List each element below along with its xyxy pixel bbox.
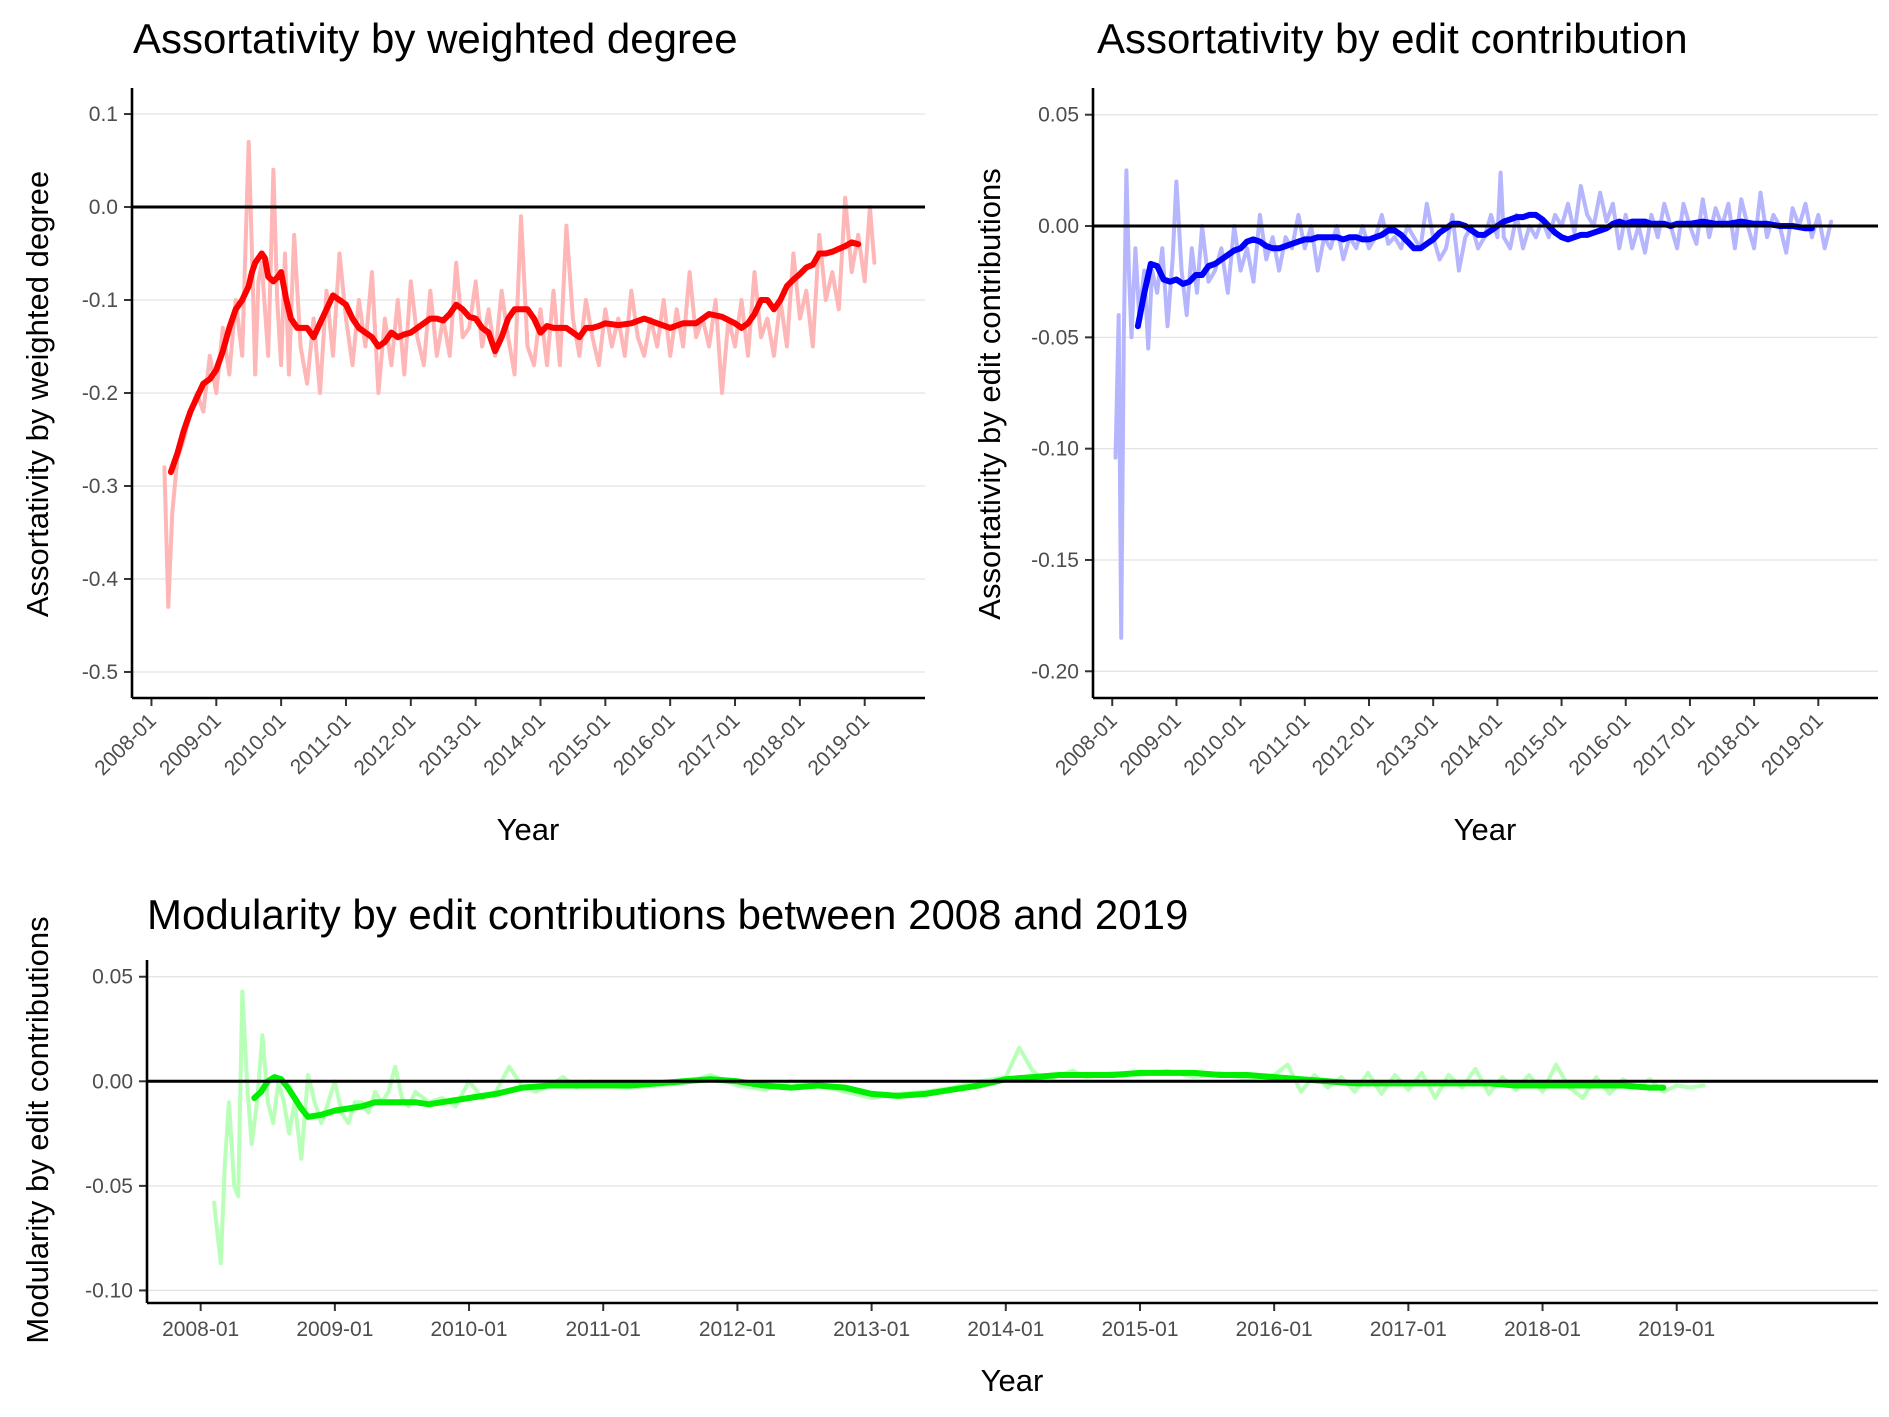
x-tick-label: 2008-01 (1051, 709, 1122, 780)
x-tick-label: 2018-01 (1504, 1318, 1581, 1341)
y-tick-label: -0.20 (1031, 660, 1079, 683)
y-axis-title: Assortativity by weighted degree (20, 171, 55, 617)
x-tick-label: 2015-01 (1101, 1318, 1178, 1341)
y-tick-label: -0.05 (1031, 326, 1079, 349)
smoothed-series-line (251, 1069, 1667, 1120)
x-tick-label: 2014-01 (967, 1318, 1044, 1341)
x-tick-label: 2017-01 (1629, 709, 1700, 780)
x-tick-label: 2013-01 (414, 709, 485, 780)
x-tick-label: 2019-01 (803, 709, 874, 780)
y-tick-label: 0.00 (1038, 215, 1079, 238)
axes: 0.05 0.00 -0.05 -0.10 -0.15 -0.20 2008-012009-… (1031, 88, 1878, 780)
x-axis-title: Year (1454, 812, 1517, 847)
x-tick-label: 2012-01 (350, 709, 421, 780)
x-tick-label: 2016-01 (1236, 1318, 1313, 1341)
raw-series-layer (162, 139, 877, 609)
y-tick-label: -0.1 (82, 289, 118, 312)
y-tick-label: -0.10 (1031, 438, 1079, 461)
y-tick-label: -0.15 (1031, 549, 1079, 572)
x-tick-label: 2016-01 (609, 709, 680, 780)
raw-series-layer (1113, 168, 1834, 640)
x-tick-label: 2009-01 (296, 1318, 373, 1341)
x-tick-label: 2011-01 (1245, 709, 1315, 779)
x-tick-label: 2018-01 (1693, 709, 1764, 780)
y-tick-label: -0.05 (85, 1175, 133, 1198)
y-tick-label: -0.5 (82, 661, 118, 684)
x-tick-label: 2015-01 (544, 709, 615, 780)
smoothed-series-line (167, 239, 862, 475)
x-tick-label: 2018-01 (739, 709, 810, 780)
smoothed-series-layer (251, 1069, 1667, 1120)
raw-series-line (162, 139, 877, 609)
x-tick-label: 2011-01 (286, 709, 356, 779)
x-axis-title: Year (497, 812, 560, 847)
y-tick-label: 0.05 (92, 966, 133, 989)
axes: 0.1 0.0 -0.1 -0.2 -0.3 -0.4 -0.5 2008-012009-01… (82, 88, 925, 780)
chart-title: Modularity by edit contributions between… (147, 891, 1188, 938)
panel-assortativity-edit-contribution: Assortativity by edit contribution 0.050… (972, 15, 1878, 847)
raw-series-layer (212, 989, 1706, 1266)
x-tick-label: 2009-01 (155, 709, 226, 780)
raw-series-line (1113, 168, 1834, 640)
panel-modularity-edit-contributions: Modularity by edit contributions between… (20, 891, 1878, 1398)
x-tick-label: 2013-01 (833, 1318, 910, 1341)
panel-assortativity-weighted-degree: Assortativity by weighted degree 0.1 0.0 -… (20, 15, 925, 847)
gridlines (1093, 114, 1878, 672)
raw-series-line (212, 989, 1706, 1266)
gridlines (147, 976, 1878, 1292)
x-tick-label: 2014-01 (1436, 709, 1507, 780)
x-tick-label: 2017-01 (1370, 1318, 1447, 1341)
x-tick-label: 2011-01 (565, 1318, 641, 1341)
x-tick-label: 2015-01 (1500, 709, 1571, 780)
x-tick-label: 2014-01 (479, 709, 550, 780)
x-tick-label: 2019-01 (1757, 709, 1828, 780)
y-tick-label: 0.05 (1038, 104, 1079, 127)
x-tick-label: 2009-01 (1115, 709, 1186, 780)
y-tick-label: 0.0 (89, 196, 118, 219)
y-axis-title: Assortativity by edit contributions (972, 168, 1007, 619)
smoothed-series-line (1134, 211, 1815, 330)
x-tick-label: 2013-01 (1372, 709, 1443, 780)
x-axis-title: Year (981, 1363, 1044, 1398)
y-tick-label: 0.1 (89, 103, 118, 126)
chart-title: Assortativity by edit contribution (1097, 15, 1688, 62)
x-tick-label: 2016-01 (1565, 709, 1636, 780)
x-tick-label: 2010-01 (1179, 709, 1250, 780)
x-tick-label: 2010-01 (220, 709, 291, 780)
smoothed-series-layer (1134, 211, 1815, 330)
x-tick-label: 2012-01 (1308, 709, 1379, 780)
y-tick-label: -0.4 (82, 568, 119, 591)
y-tick-label: -0.3 (82, 475, 118, 498)
y-axis-title: Modularity by edit contributions (20, 916, 55, 1343)
x-tick-label: 2017-01 (674, 709, 745, 780)
axes: 0.05 0.00 -0.05 -0.10 2008-01 2009-01 2010-01 2… (85, 960, 1878, 1341)
x-tick-label: 2010-01 (431, 1318, 508, 1341)
y-tick-label: 0.00 (92, 1070, 133, 1093)
x-tick-label: 2012-01 (699, 1318, 776, 1341)
x-tick-label: 2008-01 (162, 1318, 239, 1341)
x-tick-label: 2008-01 (90, 709, 161, 780)
y-tick-label: -0.2 (82, 382, 118, 405)
x-tick-label: 2019-01 (1638, 1318, 1715, 1341)
chart-title: Assortativity by weighted degree (133, 15, 738, 62)
y-tick-label: -0.10 (85, 1279, 133, 1302)
smoothed-series-layer (167, 239, 862, 475)
